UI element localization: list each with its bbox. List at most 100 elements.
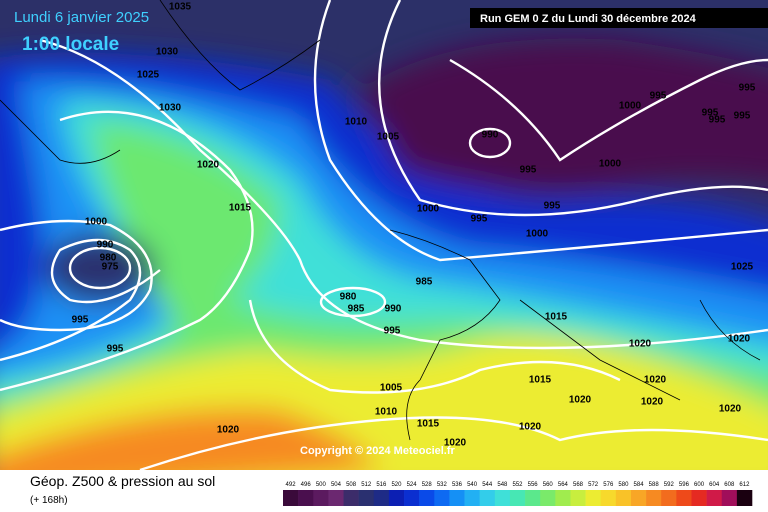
isobar-label: 975 xyxy=(102,262,119,273)
colorbar-swatch xyxy=(298,490,314,506)
colorbar-label: 524 xyxy=(407,482,418,488)
run-banner xyxy=(470,8,768,28)
colorbar-label: 600 xyxy=(694,482,705,488)
isobar-label: 1020 xyxy=(728,334,751,345)
colorbar-label: 520 xyxy=(391,482,402,488)
isobar-label: 1020 xyxy=(629,339,652,350)
colorbar-swatch xyxy=(328,490,344,506)
colorbar-label: 532 xyxy=(437,482,448,488)
colorbar-swatch xyxy=(419,490,435,506)
colorbar-swatch xyxy=(615,490,632,506)
isobar-label: 1015 xyxy=(545,312,568,323)
colorbar-label: 500 xyxy=(316,482,327,488)
isobar-label: 1015 xyxy=(229,203,252,214)
map-field xyxy=(0,0,768,470)
isobar-label: 995 xyxy=(702,108,719,119)
isobar-label: 1010 xyxy=(375,407,398,418)
colorbar: 492 496 500 504 508 512 516 520 524 528 532 536 540 5… xyxy=(283,482,753,506)
isobar-label: 1030 xyxy=(159,103,182,114)
colorbar-swatch xyxy=(509,490,526,506)
colorbar-swatch xyxy=(736,490,753,506)
colorbar-swatch xyxy=(661,490,677,506)
isobar-label: 1020 xyxy=(641,397,664,408)
lead-time: (+ 168h) xyxy=(30,495,68,506)
colorbar-label: 552 xyxy=(512,482,523,488)
colorbar-label: 540 xyxy=(467,482,478,488)
isobar-label: 1035 xyxy=(169,2,192,13)
colorbar-label: 528 xyxy=(422,482,433,488)
isobar-label: 995 xyxy=(520,165,537,176)
colorbar-swatch xyxy=(373,490,390,506)
colorbar-label: 492 xyxy=(286,482,297,488)
isobar-label: 1005 xyxy=(377,132,400,143)
colorbar-swatch xyxy=(494,490,511,506)
colorbar-label: 508 xyxy=(346,482,357,488)
isobar-label: 1010 xyxy=(345,117,368,128)
colorbar-swatch xyxy=(358,490,375,506)
isobar-label: 995 xyxy=(650,91,667,102)
colorbar-swatch xyxy=(540,490,556,506)
colorbar-label: 608 xyxy=(724,482,735,488)
isobar-label: 1000 xyxy=(599,159,622,170)
colorbar-swatch xyxy=(600,490,617,506)
colorbar-label: 576 xyxy=(603,482,614,488)
colorbar-swatch xyxy=(449,490,465,506)
colorbar-label: 572 xyxy=(588,482,599,488)
isobar-label: 980 xyxy=(100,253,117,264)
local-time: 1:00 locale xyxy=(22,34,119,55)
colorbar-swatch xyxy=(646,490,662,506)
colorbar-swatch xyxy=(525,490,541,506)
isobar-label: 1025 xyxy=(731,262,754,273)
colorbar-swatch xyxy=(479,490,496,506)
isobar-label: 985 xyxy=(348,304,365,315)
colorbar-label: 564 xyxy=(558,482,569,488)
isobar-label: 1000 xyxy=(526,229,549,240)
isobar-label: 1005 xyxy=(380,383,403,394)
isobar-label: 1020 xyxy=(217,425,240,436)
colorbar-swatch xyxy=(630,490,647,506)
isobar-label: 1020 xyxy=(719,404,742,415)
isobar-label: 995 xyxy=(544,201,561,212)
colorbar-swatch xyxy=(570,490,586,506)
isobar-label: 995 xyxy=(739,83,756,94)
colorbar-label: 504 xyxy=(331,482,342,488)
colorbar-label: 588 xyxy=(649,482,660,488)
colorbar-label: 568 xyxy=(573,482,584,488)
colorbar-label: 580 xyxy=(618,482,629,488)
colorbar-label: 592 xyxy=(664,482,675,488)
colorbar-label: 544 xyxy=(482,482,493,488)
isobar-label: 1015 xyxy=(529,375,552,386)
colorbar-swatch xyxy=(555,490,571,506)
colorbar-label: 596 xyxy=(679,482,690,488)
isobar-label: 1020 xyxy=(569,395,592,406)
isobar-label: 1030 xyxy=(156,47,179,58)
colorbar-label: 512 xyxy=(361,482,372,488)
isobar-label: 990 xyxy=(385,304,402,315)
isobar-label: 995 xyxy=(107,344,124,355)
colorbar-label: 536 xyxy=(452,482,463,488)
colorbar-swatch xyxy=(676,490,692,506)
colorbar-label: 584 xyxy=(634,482,645,488)
run-info: Run GEM 0 Z du Lundi 30 décembre 2024 xyxy=(480,13,697,25)
isobar-label: 990 xyxy=(97,240,114,251)
colorbar-swatch xyxy=(283,490,299,506)
isobar-label: 985 xyxy=(416,277,433,288)
product-title: Géop. Z500 & pression au sol xyxy=(30,473,215,489)
colorbar-swatch xyxy=(706,490,723,506)
colorbar-swatch xyxy=(313,490,329,506)
colorbar-label: 612 xyxy=(739,482,750,488)
colorbar-swatch xyxy=(388,490,405,506)
colorbar-label: 560 xyxy=(543,482,554,488)
isobar-label: 1020 xyxy=(197,160,220,171)
isobar-label: 1020 xyxy=(444,438,467,449)
colorbar-swatch xyxy=(721,490,738,506)
isobar-label: 995 xyxy=(384,326,401,337)
isobar-label: 995 xyxy=(72,315,89,326)
isobar-label: 1025 xyxy=(137,70,160,81)
colorbar-label: 556 xyxy=(528,482,539,488)
copyright: Copyright © 2024 Meteociel.fr xyxy=(300,445,456,457)
colorbar-label: 496 xyxy=(301,482,312,488)
colorbar-swatch xyxy=(585,490,602,506)
